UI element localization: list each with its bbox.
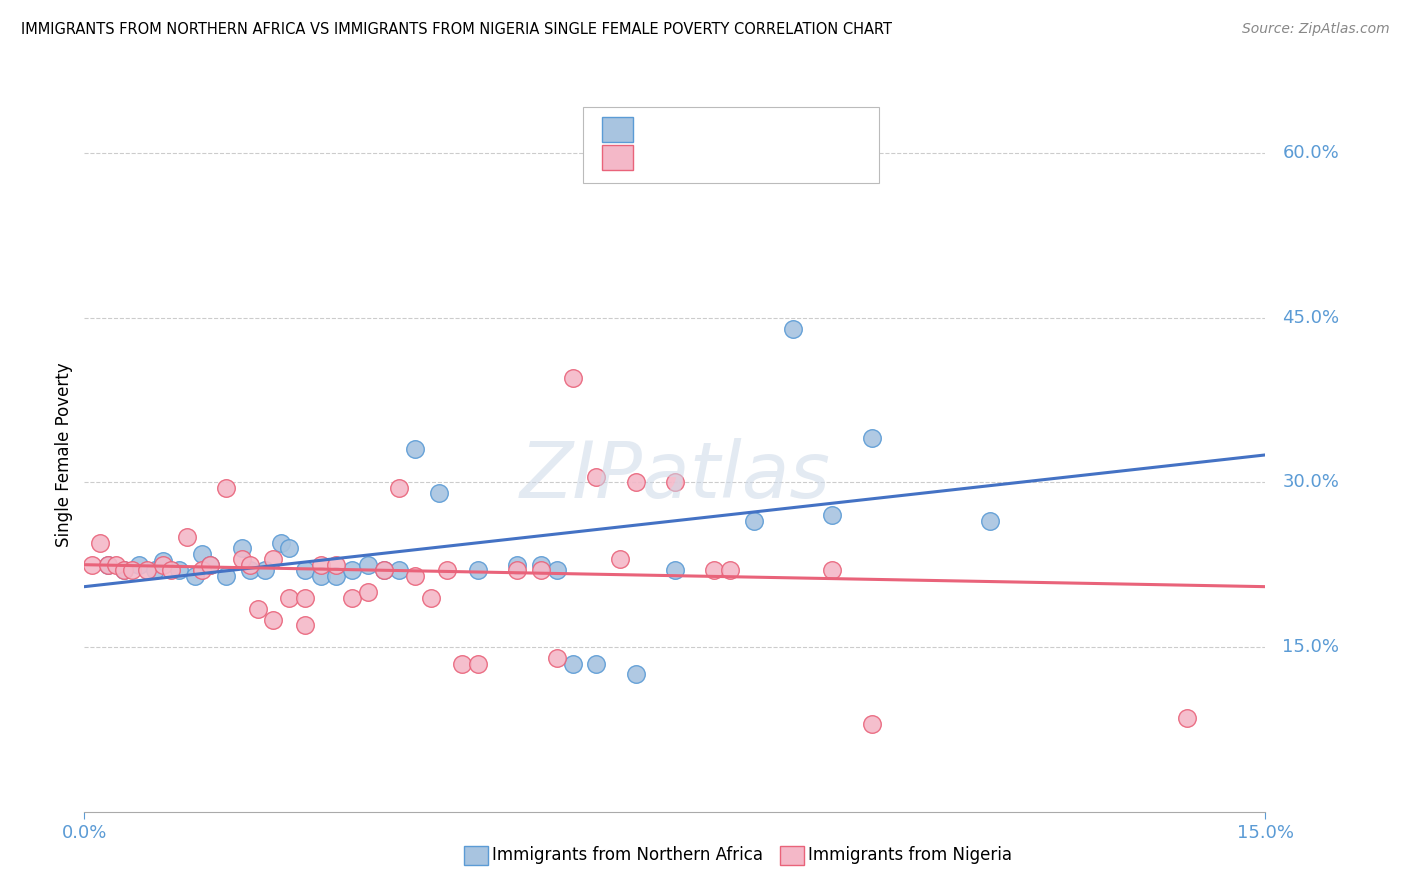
- Point: [782, 321, 804, 335]
- Point: [152, 554, 174, 568]
- Point: [821, 508, 844, 523]
- Point: [200, 558, 222, 572]
- Point: [860, 717, 883, 731]
- Point: [278, 591, 301, 605]
- Point: [373, 563, 395, 577]
- Point: [97, 558, 120, 572]
- Text: R = -0.051   N = 45: R = -0.051 N = 45: [641, 149, 831, 167]
- Text: 15.0%: 15.0%: [1282, 638, 1340, 656]
- Point: [143, 563, 166, 577]
- Y-axis label: Single Female Poverty: Single Female Poverty: [55, 363, 73, 547]
- Point: [231, 552, 253, 566]
- Point: [176, 530, 198, 544]
- Point: [200, 558, 222, 572]
- Point: [215, 481, 238, 495]
- Point: [419, 591, 441, 605]
- Point: [191, 563, 214, 577]
- Point: [136, 563, 159, 577]
- Point: [262, 613, 284, 627]
- Point: [1175, 711, 1198, 725]
- Point: [624, 475, 647, 490]
- Point: [467, 563, 489, 577]
- Point: [506, 563, 529, 577]
- Text: 60.0%: 60.0%: [1282, 144, 1339, 162]
- Point: [451, 657, 474, 671]
- Text: ZIPatlas: ZIPatlas: [519, 438, 831, 515]
- Point: [239, 558, 262, 572]
- Point: [262, 552, 284, 566]
- Point: [121, 563, 143, 577]
- Point: [309, 558, 332, 572]
- Point: [215, 568, 238, 582]
- Point: [703, 563, 725, 577]
- Text: Immigrants from Northern Africa: Immigrants from Northern Africa: [492, 846, 763, 863]
- Point: [82, 558, 104, 572]
- Point: [89, 535, 111, 549]
- Text: Source: ZipAtlas.com: Source: ZipAtlas.com: [1241, 22, 1389, 37]
- Point: [530, 558, 553, 572]
- Point: [585, 657, 607, 671]
- Point: [278, 541, 301, 556]
- Point: [388, 563, 411, 577]
- Point: [340, 591, 363, 605]
- Point: [239, 563, 262, 577]
- Point: [609, 552, 631, 566]
- Point: [160, 563, 183, 577]
- Point: [718, 563, 741, 577]
- Point: [112, 563, 135, 577]
- Point: [436, 563, 458, 577]
- Point: [546, 651, 568, 665]
- Point: [128, 558, 150, 572]
- Point: [742, 514, 765, 528]
- Point: [309, 568, 332, 582]
- Point: [404, 568, 426, 582]
- Point: [340, 563, 363, 577]
- Point: [325, 558, 347, 572]
- Text: IMMIGRANTS FROM NORTHERN AFRICA VS IMMIGRANTS FROM NIGERIA SINGLE FEMALE POVERTY: IMMIGRANTS FROM NORTHERN AFRICA VS IMMIG…: [21, 22, 891, 37]
- Point: [427, 486, 450, 500]
- Point: [546, 563, 568, 577]
- Point: [585, 470, 607, 484]
- Point: [254, 563, 277, 577]
- Point: [664, 563, 686, 577]
- Point: [246, 601, 269, 615]
- Point: [561, 371, 583, 385]
- Point: [231, 541, 253, 556]
- Point: [325, 568, 347, 582]
- Point: [860, 432, 883, 446]
- Point: [357, 558, 380, 572]
- Text: 30.0%: 30.0%: [1282, 474, 1339, 491]
- Text: 45.0%: 45.0%: [1282, 309, 1340, 326]
- Point: [294, 591, 316, 605]
- Point: [152, 558, 174, 572]
- Point: [467, 657, 489, 671]
- Point: [506, 558, 529, 572]
- Point: [530, 563, 553, 577]
- Text: Immigrants from Nigeria: Immigrants from Nigeria: [808, 846, 1012, 863]
- Point: [270, 535, 292, 549]
- Point: [404, 442, 426, 457]
- Point: [821, 563, 844, 577]
- Point: [561, 657, 583, 671]
- Point: [624, 667, 647, 681]
- Point: [664, 475, 686, 490]
- Point: [191, 547, 214, 561]
- Point: [357, 585, 380, 599]
- Point: [388, 481, 411, 495]
- Point: [373, 563, 395, 577]
- Point: [294, 618, 316, 632]
- Point: [104, 558, 127, 572]
- Text: R =  0.333   N = 35: R = 0.333 N = 35: [641, 120, 831, 138]
- Point: [294, 563, 316, 577]
- Point: [183, 568, 205, 582]
- Point: [167, 563, 190, 577]
- Point: [979, 514, 1001, 528]
- Point: [112, 563, 135, 577]
- Point: [97, 558, 120, 572]
